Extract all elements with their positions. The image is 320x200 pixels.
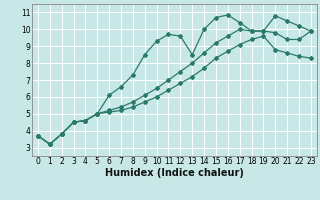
- X-axis label: Humidex (Indice chaleur): Humidex (Indice chaleur): [105, 168, 244, 178]
